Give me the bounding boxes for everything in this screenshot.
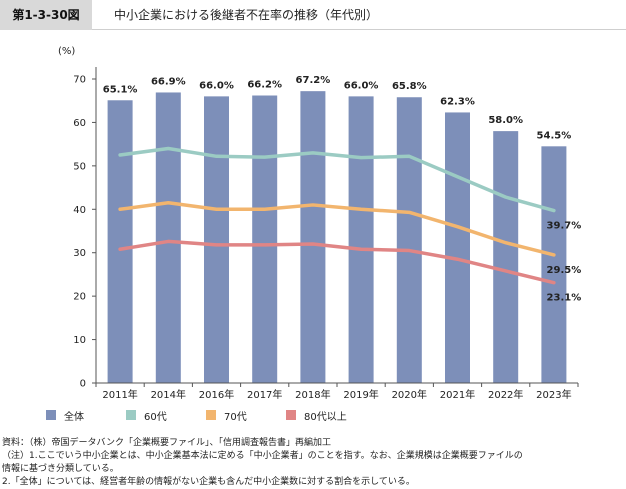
- legend-item: 60代: [126, 407, 167, 423]
- y-tick-label: 0: [80, 379, 86, 390]
- y-tick-label: 30: [73, 248, 86, 259]
- bar-value-label: 66.9%: [151, 76, 186, 87]
- legend-label: 全体: [64, 411, 84, 423]
- y-tick-label: 70: [73, 75, 86, 86]
- bar-value-label: 65.1%: [103, 84, 138, 95]
- figure-number: 第1-3-30図: [0, 0, 92, 30]
- x-tick-label: 2011年: [102, 388, 137, 401]
- line-end-label: 39.7%: [547, 221, 582, 232]
- bar: [348, 96, 374, 383]
- bar: [300, 91, 326, 383]
- legend-label: 70代: [224, 411, 247, 423]
- x-tick-label: 2019年: [343, 388, 378, 401]
- bar: [541, 146, 567, 383]
- bar-value-label: 66.0%: [199, 80, 234, 91]
- bar-value-label: 67.2%: [296, 75, 331, 86]
- bar-value-label: 66.2%: [247, 80, 282, 91]
- y-tick-label: 40: [73, 205, 86, 216]
- bar-value-label: 66.0%: [344, 80, 379, 91]
- note-1-cont: 情報に基づき分類している。: [2, 464, 119, 474]
- header-divider: [92, 29, 626, 30]
- legend-swatch: [286, 410, 296, 420]
- bar-value-label: 65.8%: [392, 81, 427, 92]
- figure-title: 中小企業における後継者不在率の推移（年代別）: [114, 8, 379, 22]
- x-axis: 2011年 2014年 2016年 2017年 2018年 2019年 2020年 2021年…: [95, 382, 579, 401]
- bar: [252, 95, 278, 383]
- chart-svg: (%) 0 10 20 30 40 50 60 70 65.1% 66.9% 66.0% 66.2%…: [58, 46, 582, 401]
- x-tick-label: 2023年: [536, 388, 571, 401]
- bar: [204, 96, 229, 383]
- bar: [445, 112, 470, 383]
- line-2: [118, 201, 556, 257]
- bar: [155, 92, 181, 383]
- y-tick-label: 50: [73, 161, 86, 172]
- bar-series: [107, 91, 567, 384]
- line-3: [118, 239, 556, 285]
- y-axis: 0 10 20 30 40 50 60 70: [73, 67, 97, 390]
- legend-label: 80代以上: [304, 411, 347, 423]
- legend-label: 60代: [144, 411, 167, 423]
- legend-swatch: [46, 410, 56, 420]
- note-2: 2.「全体」については、経営者年齢の情報がない企業も含んだ中小企業数に対する割合…: [2, 477, 415, 487]
- line-1: [118, 146, 556, 213]
- bar-value-label: 54.5%: [537, 130, 572, 141]
- y-axis-unit-label: (%): [58, 46, 75, 57]
- bar: [107, 100, 133, 383]
- legend-item: 80代以上: [286, 407, 347, 423]
- line-end-label: 23.1%: [547, 293, 582, 304]
- line-series: [118, 146, 556, 285]
- y-tick-label: 20: [73, 292, 86, 303]
- note-source: 資料：（株）帝国データバンク「企業概要ファイル」、「信用調査報告書」再編加工: [2, 438, 331, 448]
- y-tick-label: 10: [73, 335, 86, 346]
- x-tick-label: 2016年: [199, 388, 234, 401]
- x-tick-label: 2014年: [151, 388, 186, 401]
- legend-swatch: [206, 410, 216, 420]
- bar-value-label: 62.3%: [440, 96, 475, 107]
- figure-header: 第1-3-30図 中小企業における後継者不在率の推移（年代別）: [0, 0, 626, 30]
- data-labels: 65.1% 66.9% 66.0% 66.2% 67.2% 66.0% 65.8% 62.3%…: [103, 75, 582, 304]
- bar-value-label: 58.0%: [488, 115, 523, 126]
- x-tick-label: 2022年: [488, 388, 523, 401]
- legend-item: 70代: [206, 407, 247, 423]
- legend-swatch: [126, 410, 136, 420]
- bar: [396, 97, 422, 384]
- source-notes: 資料：（株）帝国データバンク「企業概要ファイル」、「信用調査報告書」再編加工 （…: [2, 437, 624, 489]
- x-tick-label: 2018年: [295, 388, 330, 401]
- x-tick-label: 2017年: [247, 388, 282, 401]
- chart-legend: 全体 60代 70代 80代以上: [46, 407, 606, 423]
- x-tick-label: 2020年: [392, 388, 427, 401]
- note-1: （注）1.ここでいう中小企業とは、中小企業基本法に定める「中小企業者」のことを指…: [2, 451, 523, 461]
- bar: [493, 131, 519, 383]
- y-tick-label: 60: [73, 118, 86, 129]
- legend-item: 全体: [46, 407, 84, 423]
- line-end-label: 29.5%: [547, 265, 582, 276]
- x-tick-label: 2021年: [440, 388, 475, 401]
